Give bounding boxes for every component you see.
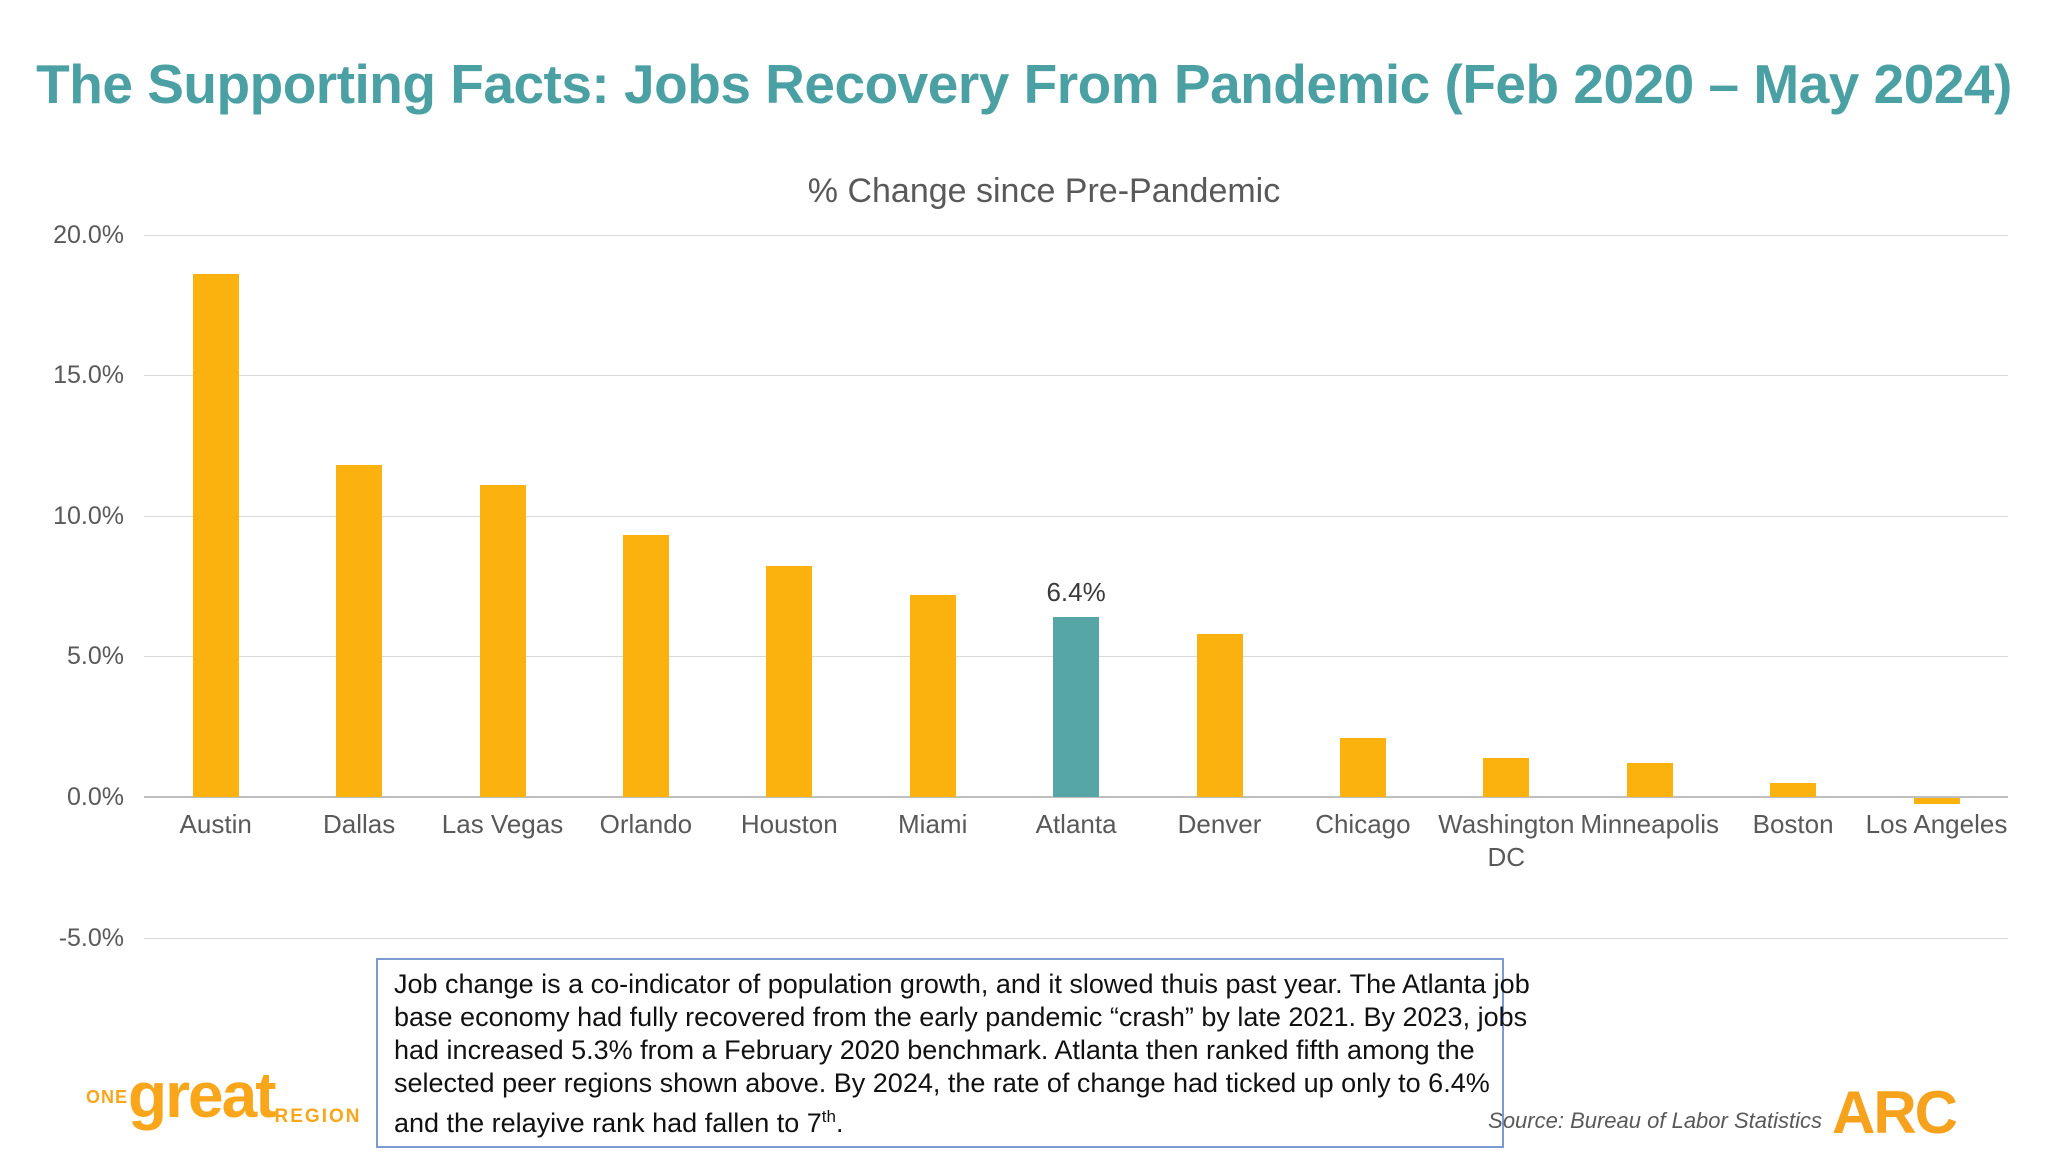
- note-box: Job change is a co-indicator of populati…: [376, 958, 1530, 1148]
- bar-dallas: [336, 465, 383, 797]
- note-ordinal-sup: th: [821, 1107, 836, 1126]
- one-great-region-logo: ONE great REGION: [86, 1059, 362, 1131]
- y-axis-label-10: 10.0%: [53, 501, 124, 530]
- logo-word-one: ONE: [86, 1087, 129, 1107]
- bar-houston: [766, 566, 813, 797]
- page-title: The Supporting Facts: Jobs Recovery From…: [36, 53, 2012, 115]
- bar-washington-dc: [1483, 757, 1530, 797]
- logo-word-great: great: [128, 1059, 276, 1131]
- bar-las-vegas: [479, 484, 526, 797]
- x-axis-label-dallas: Dallas: [322, 809, 396, 839]
- x-axis-label-boston: Boston: [1752, 809, 1834, 839]
- bar-los-angeles: [1913, 798, 1960, 804]
- x-axis-label-miami: Miami: [898, 809, 968, 839]
- bar-miami: [909, 594, 956, 797]
- note-line-1: Job change is a co-indicator of populati…: [394, 969, 1530, 999]
- note-line-4: selected peer regions shown above. By 20…: [394, 1068, 1490, 1098]
- gridline-10: [144, 515, 2008, 517]
- logo-word-region: REGION: [274, 1106, 362, 1127]
- x-axis-label-minneapolis: Minneapolis: [1580, 809, 1720, 839]
- x-axis-label-chicago: Chicago: [1315, 809, 1411, 839]
- x-axis-label-orlando: Orlando: [599, 809, 693, 839]
- data-label-atlanta: 6.4%: [1046, 577, 1106, 608]
- y-axis-label--5: -5.0%: [58, 923, 124, 952]
- bar-orlando: [622, 535, 669, 797]
- gridline-20: [144, 234, 2008, 236]
- arc-logo: ARC: [1832, 1079, 1958, 1146]
- x-axis-label-atlanta: Atlanta: [1035, 809, 1117, 839]
- y-axis-label-5: 5.0%: [67, 642, 124, 671]
- x-axis-label-washington-dc: Washington DC: [1438, 809, 1575, 872]
- y-axis-label-0: 0.0%: [67, 783, 124, 811]
- note-line-5-period: .: [835, 1108, 844, 1138]
- note-line-3: had increased 5.3% from a February 2020 …: [394, 1035, 1475, 1065]
- x-axis-label-denver: Denver: [1177, 809, 1262, 839]
- note-line-2: base economy had fully recovered from th…: [394, 1002, 1528, 1032]
- bar-chicago: [1339, 737, 1386, 797]
- bar-minneapolis: [1626, 763, 1673, 797]
- gridline-0: [144, 796, 2008, 798]
- source-attribution: Source: Bureau of Labor Statistics: [1488, 1108, 1822, 1133]
- note-line-5-text: and the relayive rank had fallen to 7: [394, 1108, 822, 1138]
- y-axis-label-15: 15.0%: [53, 361, 124, 390]
- bar-austin: [192, 273, 239, 797]
- chart-title: % Change since Pre-Pandemic: [807, 172, 1281, 210]
- x-axis-label-austin: Austin: [179, 809, 252, 839]
- gridline-15: [144, 375, 2008, 377]
- y-axis-label-20: 20.0%: [53, 220, 124, 249]
- bar-atlanta: [1053, 617, 1100, 797]
- x-axis-label-las-vegas: Las Vegas: [441, 809, 564, 839]
- note-line-5: and the relayive rank had fallen to 7th.: [394, 1100, 1486, 1140]
- gridline--5: [144, 937, 2008, 939]
- x-axis-label-los-angeles: Los Angeles: [1865, 809, 2008, 839]
- bar-denver: [1196, 633, 1243, 797]
- bar-boston: [1770, 782, 1817, 797]
- x-axis-label-houston: Houston: [740, 809, 838, 839]
